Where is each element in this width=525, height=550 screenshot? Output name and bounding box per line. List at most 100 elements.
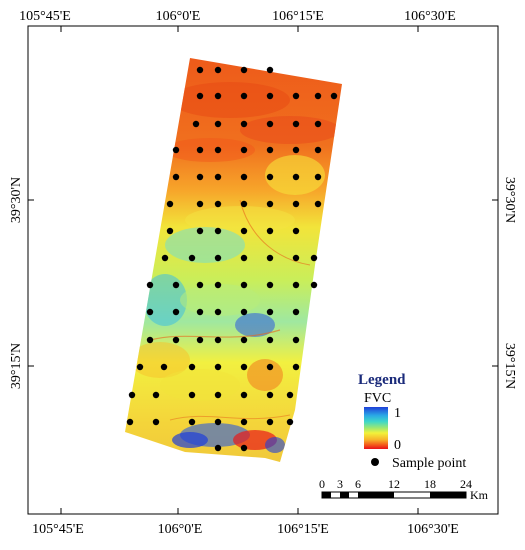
sample-point (240, 391, 248, 399)
sample-point (240, 92, 248, 100)
sample-point (314, 173, 322, 181)
sample-point (310, 281, 318, 289)
top-lon-label: 105°45'E (19, 9, 71, 24)
left-lat-label: 39°15'N (9, 343, 24, 389)
top-lon-label: 106°0'E (156, 9, 201, 24)
sample-point (152, 418, 160, 426)
sample-point (188, 254, 196, 262)
sample-point (136, 363, 144, 371)
sample-point (146, 308, 154, 316)
right-lat-label: 39°15'N (502, 343, 517, 389)
sample-point (292, 254, 300, 262)
scale-unit-label: Km (470, 488, 489, 502)
scale-tick-label: 12 (388, 477, 400, 491)
sample-point (152, 391, 160, 399)
bottom-lon-label: 105°45'E (32, 522, 84, 537)
sample-point (214, 363, 222, 371)
sample-point (214, 227, 222, 235)
sample-point (240, 254, 248, 262)
sample-point (314, 120, 322, 128)
sample-point (160, 363, 168, 371)
sample-point (266, 200, 274, 208)
scale-tick-label: 18 (424, 477, 436, 491)
left-lat-label: 39°30'N (9, 177, 24, 223)
scale-bar: 0 3 6 12 18 24 Km (319, 477, 489, 502)
sample-point (240, 120, 248, 128)
sample-point (126, 418, 134, 426)
sample-point (214, 92, 222, 100)
sample-point (192, 120, 200, 128)
sample-point (314, 146, 322, 154)
sample-point (240, 444, 248, 452)
sample-point (286, 418, 294, 426)
sample-point (292, 363, 300, 371)
top-lon-label: 106°15'E (272, 9, 324, 24)
right-lat-label: 39°30'N (502, 177, 517, 223)
sample-point (214, 146, 222, 154)
sample-point (240, 363, 248, 371)
sample-point (214, 173, 222, 181)
sample-point (292, 281, 300, 289)
scale-tick-label: 6 (355, 477, 361, 491)
sample-point (196, 173, 204, 181)
sample-point (240, 418, 248, 426)
sample-point (266, 92, 274, 100)
sample-point (266, 281, 274, 289)
sample-point (314, 92, 322, 100)
sample-point (314, 200, 322, 208)
sample-point (240, 227, 248, 235)
sample-point (214, 444, 222, 452)
sample-point (172, 173, 180, 181)
sample-point (240, 66, 248, 74)
fvc-color-ramp (364, 407, 388, 449)
sample-point (128, 391, 136, 399)
sample-point (214, 200, 222, 208)
sample-point (196, 336, 204, 344)
sample-point-symbol (371, 458, 379, 466)
sample-point (196, 227, 204, 235)
sample-point (161, 254, 169, 262)
sample-point (292, 336, 300, 344)
sample-point (240, 146, 248, 154)
sample-point (266, 391, 274, 399)
sample-point (266, 254, 274, 262)
graticule-ticks (28, 26, 498, 514)
legend-ramp-max: 1 (394, 406, 401, 421)
sample-point (266, 418, 274, 426)
sample-point (266, 336, 274, 344)
sample-point (240, 200, 248, 208)
sample-point (196, 200, 204, 208)
top-lon-label: 106°30'E (404, 9, 456, 24)
scale-tick-label: 24 (460, 477, 472, 491)
bottom-lon-label: 106°15'E (277, 522, 329, 537)
sample-point (266, 146, 274, 154)
bottom-lon-label: 106°30'E (407, 522, 459, 537)
sample-point (188, 418, 196, 426)
sample-point (214, 391, 222, 399)
sample-point (292, 308, 300, 316)
sample-point (214, 418, 222, 426)
scale-tick-label: 0 (319, 477, 325, 491)
scale-tick-label: 3 (337, 477, 343, 491)
sample-point (196, 92, 204, 100)
sample-point (266, 308, 274, 316)
sample-point (292, 173, 300, 181)
sample-point (146, 336, 154, 344)
bottom-lon-label: 106°0'E (158, 522, 203, 537)
sample-point (166, 227, 174, 235)
sample-point (146, 281, 154, 289)
sample-point (286, 391, 294, 399)
sample-point (292, 200, 300, 208)
sample-point (172, 308, 180, 316)
sample-point (172, 146, 180, 154)
sample-point (214, 120, 222, 128)
sample-point (240, 173, 248, 181)
sample-point (292, 120, 300, 128)
sample-point (196, 308, 204, 316)
sample-point (188, 363, 196, 371)
sample-point (266, 66, 274, 74)
sample-point (292, 227, 300, 235)
sample-point (214, 66, 222, 74)
sample-point (196, 281, 204, 289)
sample-point (330, 92, 338, 100)
